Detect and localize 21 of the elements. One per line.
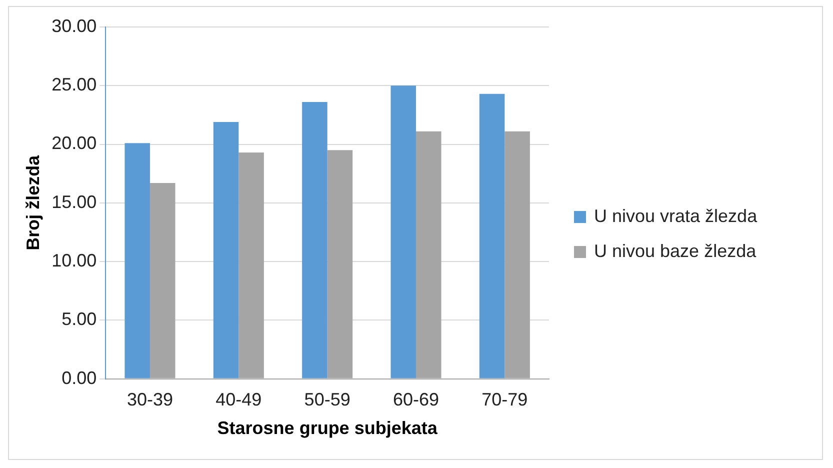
legend-label: U nivou vrata žlezda xyxy=(594,206,758,227)
y-tick-label: 5.00 xyxy=(62,309,97,330)
y-tick-label: 20.00 xyxy=(52,133,97,154)
bar xyxy=(213,122,239,378)
bar xyxy=(302,102,328,378)
bar xyxy=(390,86,416,378)
bar xyxy=(124,143,150,378)
y-tick-label: 25.00 xyxy=(52,74,97,95)
bar xyxy=(479,94,505,378)
x-tick-label: 70-79 xyxy=(482,390,528,410)
legend-label: U nivou baze žlezda xyxy=(594,241,756,262)
y-tick-label: 0.00 xyxy=(62,368,97,388)
x-tick-label: 40-49 xyxy=(216,390,262,410)
y-tick-label: 30.00 xyxy=(52,16,97,36)
x-tick-label: 50-59 xyxy=(304,390,350,410)
x-tick-label: 30-39 xyxy=(126,390,174,410)
y-tick-label: 10.00 xyxy=(52,250,97,270)
x-tick-label: 60-69 xyxy=(392,390,440,410)
x-axis-title: Starosne grupe subjekata xyxy=(217,418,438,438)
y-tick-label: 15.00 xyxy=(52,192,97,212)
y-axis-title: Broj žlezda xyxy=(22,154,43,250)
